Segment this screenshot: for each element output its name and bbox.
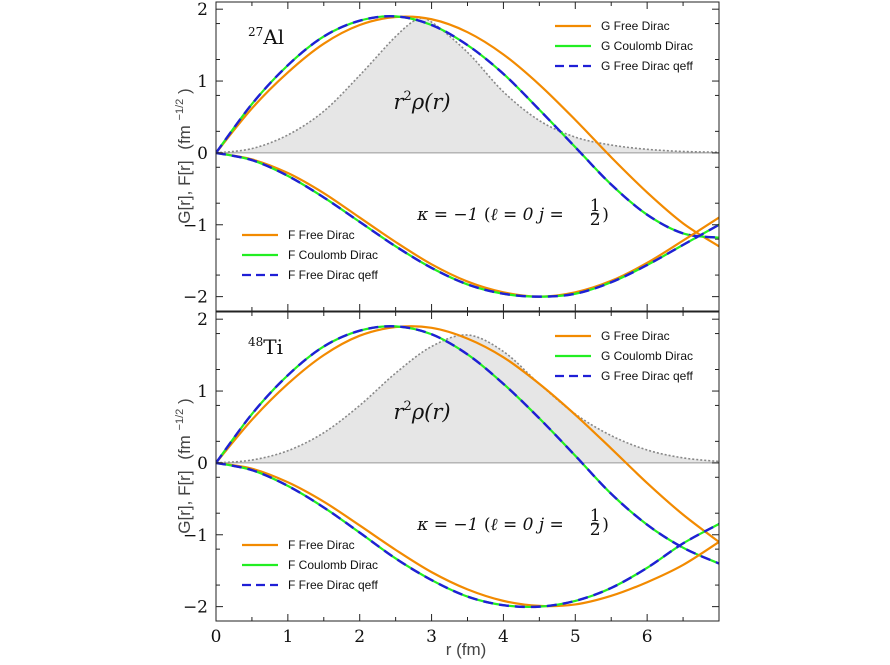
legend-entry: G Free Dirac qeff	[601, 369, 693, 383]
legend-f: F Free Dirac F Coulomb Dirac F Free Dirac …	[242, 538, 378, 592]
state-ell: ℓ = 0	[491, 205, 539, 225]
legend-entry: F Free Dirac	[288, 538, 355, 552]
nucleus-mass: 27	[248, 25, 263, 39]
x-tick-label: 6	[642, 627, 653, 647]
y-tick-label: −1	[183, 216, 208, 236]
state-half-den: 2	[590, 210, 601, 230]
y-tick-label: 0	[197, 144, 208, 164]
nucleus-label: 27Al	[248, 25, 284, 49]
state-ell: ℓ = 0	[491, 515, 539, 535]
x-tick-label: 3	[426, 627, 437, 647]
y-axis-label-main: G[r], F[r]	[175, 160, 194, 223]
y-axis-label-bottom: G[r], F[r] (fm −1/2 )	[168, 398, 194, 533]
density-label-coef: r	[393, 90, 405, 114]
y-axis-label-exp: −1/2	[174, 409, 186, 431]
density-label-coef: r	[393, 400, 405, 424]
x-axis-label: r (fm)	[446, 640, 487, 659]
legend-entry: G Coulomb Dirac	[601, 39, 693, 53]
legend-g: G Free Dirac G Coulomb Dirac G Free Dirac …	[555, 329, 693, 383]
x-tick-label: 2	[354, 627, 365, 647]
legend-entry: F Free Dirac	[288, 228, 355, 242]
legend-entry: G Coulomb Dirac	[601, 349, 693, 363]
x-tick-label: 0	[211, 627, 222, 647]
state-j: j =	[535, 515, 564, 535]
state-close: )	[602, 515, 609, 535]
legend-entry: F Coulomb Dirac	[288, 248, 378, 262]
density-label-exp: 2	[404, 89, 412, 104]
density-label-func: ρ(r)	[411, 400, 451, 424]
y-tick-label: −2	[183, 288, 208, 308]
series-line-f-free-dirac-qeff	[216, 151, 719, 298]
y-tick-label: −2	[183, 598, 208, 618]
legend-entry: F Free Dirac qeff	[288, 578, 378, 592]
legend-entry: F Free Dirac qeff	[288, 268, 378, 282]
plot-area	[216, 15, 719, 298]
legend-entry: G Free Dirac	[601, 19, 670, 33]
density-curve	[216, 334, 719, 464]
state-close: )	[602, 205, 609, 225]
series-line-g-free-dirac	[216, 15, 719, 248]
legend-f: F Free Dirac F Coulomb Dirac F Free Dirac …	[242, 228, 378, 282]
x-tick-label: 4	[498, 627, 509, 647]
state-label: κ = −1 (ℓ = 0 j =	[416, 205, 564, 225]
y-axis-label-close: )	[175, 88, 194, 94]
y-axis-label-units: (fm	[175, 435, 194, 460]
state-open: (	[484, 205, 491, 225]
nucleus-symbol: Ti	[263, 335, 283, 359]
x-tick-label: 5	[570, 627, 581, 647]
nucleus-label: 48Ti	[248, 335, 283, 359]
state-label: κ = −1 (ℓ = 0 j =	[416, 515, 564, 535]
legend-entry: G Free Dirac	[601, 329, 670, 343]
y-axis-label-exp: −1/2	[174, 99, 186, 121]
plot-area	[216, 325, 719, 609]
state-half-num: 1	[590, 506, 601, 526]
y-tick-label: 2	[197, 0, 208, 20]
y-axis-label-units: (fm	[175, 125, 194, 150]
density-label: r2ρ(r)	[393, 89, 450, 114]
y-tick-label: 1	[197, 72, 208, 92]
svg-text:G[r], F[r] (fm −1/: G[r], F[r] (fm −1/2 )	[168, 88, 194, 223]
series-line-g-free-dirac-qeff	[216, 15, 719, 239]
y-axis-label-top: G[r], F[r] (fm −1/2 )	[168, 88, 194, 223]
y-axis-label-close: )	[175, 398, 194, 404]
state-kappa: κ = −1	[416, 515, 484, 535]
legend-g: G Free Dirac G Coulomb Dirac G Free Dirac …	[555, 19, 693, 73]
density-label: r2ρ(r)	[393, 399, 450, 424]
state-half-den: 2	[590, 520, 601, 540]
density-label-func: ρ(r)	[411, 90, 451, 114]
state-kappa: κ = −1	[416, 205, 484, 225]
density-label-exp: 2	[404, 399, 412, 414]
nucleus-mass: 48	[248, 335, 263, 349]
series-line-g-free-dirac	[216, 325, 719, 543]
density-fill	[216, 17, 719, 153]
y-tick-label: −1	[183, 526, 208, 546]
series-line-f-free-dirac-qeff	[216, 461, 719, 609]
svg-text:G[r], F[r] (fm −1/: G[r], F[r] (fm −1/2 )	[168, 398, 194, 533]
legend-entry: F Coulomb Dirac	[288, 558, 378, 572]
y-tick-label: 2	[197, 310, 208, 330]
nucleus-symbol: Al	[262, 25, 284, 49]
legend-entry: G Free Dirac qeff	[601, 59, 693, 73]
y-tick-label: 0	[197, 454, 208, 474]
y-tick-label: 1	[197, 382, 208, 402]
series-line-g-free-dirac-qeff	[216, 325, 719, 565]
y-axis-label-main: G[r], F[r]	[175, 470, 194, 533]
series-line-f-free-dirac	[216, 151, 719, 298]
state-open: (	[484, 515, 491, 535]
state-half-num: 1	[590, 196, 601, 216]
series-line-f-free-dirac	[216, 461, 719, 608]
state-j: j =	[535, 205, 564, 225]
x-tick-label: 1	[282, 627, 293, 647]
